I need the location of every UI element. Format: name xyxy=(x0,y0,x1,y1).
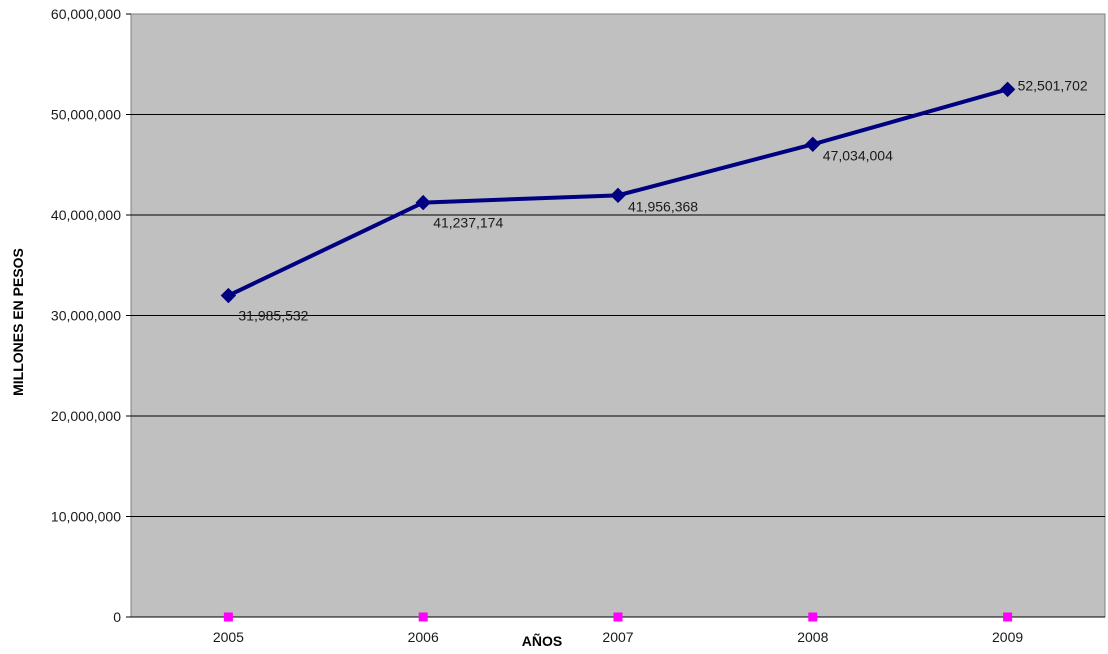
x-tick-label: 2007 xyxy=(602,629,633,645)
data-label: 52,501,702 xyxy=(1018,77,1088,93)
data-label: 41,237,174 xyxy=(433,215,503,231)
y-tick-label: 60,000,000 xyxy=(51,6,121,22)
data-point xyxy=(223,612,233,622)
y-tick-label: 50,000,000 xyxy=(51,107,121,123)
data-point xyxy=(415,194,431,211)
data-point xyxy=(613,612,623,622)
x-tick-label: 2006 xyxy=(408,629,439,645)
data-label: 47,034,004 xyxy=(823,147,893,163)
y-tick-label: 10,000,000 xyxy=(51,509,121,525)
y-tick-label: 40,000,000 xyxy=(51,207,121,223)
series-markers xyxy=(220,81,1016,622)
gridlines xyxy=(126,13,1105,618)
y-tick-label: 30,000,000 xyxy=(51,308,121,324)
data-point xyxy=(999,81,1016,98)
x-tick-label: 2009 xyxy=(992,629,1023,645)
y-axis-title: MILLONES EN PESOS xyxy=(10,248,26,396)
data-point xyxy=(418,612,428,622)
data-labels: 31,985,532 41,237,174 41,956,368 47,034,004… xyxy=(238,77,1087,323)
data-point xyxy=(610,187,626,204)
data-point xyxy=(808,612,818,622)
data-label: 31,985,532 xyxy=(238,308,308,324)
x-tick-label: 2005 xyxy=(213,629,244,645)
y-tick-label: 0 xyxy=(113,609,121,625)
x-axis-tick-labels: 2005 2006 2007 2008 2009 xyxy=(213,629,1024,645)
y-tick-label: 20,000,000 xyxy=(51,408,121,424)
x-tick-label: 2008 xyxy=(797,629,828,645)
data-point xyxy=(1003,612,1013,622)
data-point xyxy=(220,287,237,304)
y-axis-tick-labels: 0 10,000,000 20,000,000 30,000,000 40,000,00… xyxy=(51,6,121,625)
data-point xyxy=(805,136,821,153)
x-axis-title: AÑOS xyxy=(522,632,562,649)
data-label: 41,956,368 xyxy=(628,198,698,214)
